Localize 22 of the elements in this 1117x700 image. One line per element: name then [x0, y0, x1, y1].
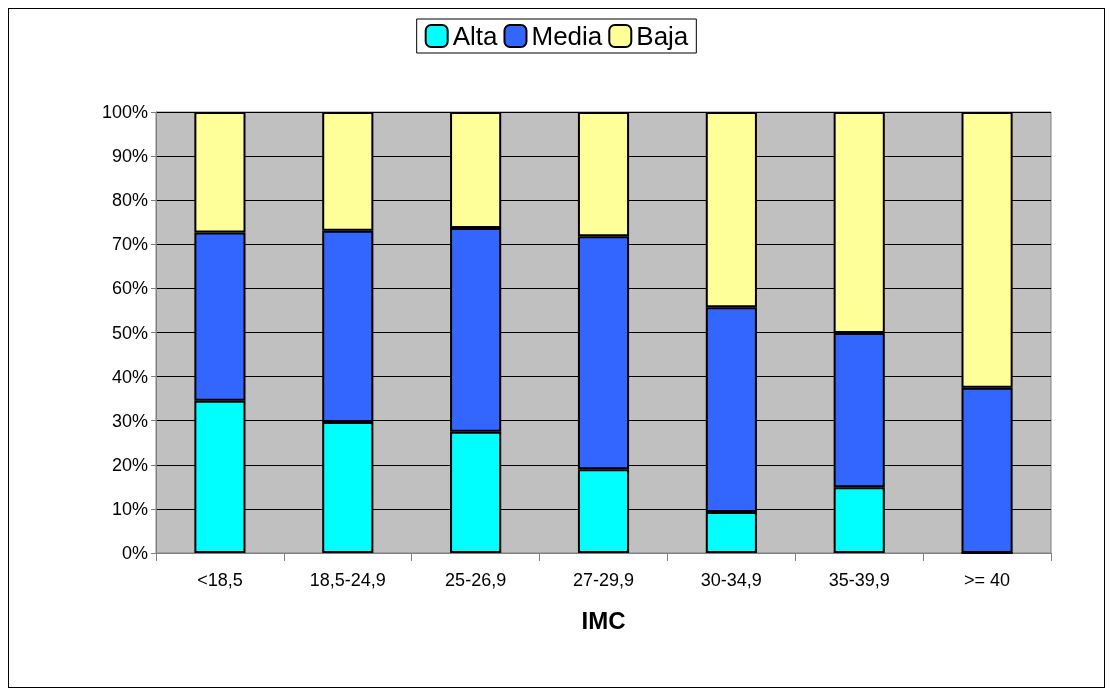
y-tick-label: 20% — [111, 454, 148, 475]
x-tick-label: >= 40 — [964, 570, 1011, 590]
y-tick-label: 40% — [111, 366, 148, 387]
x-tick-label: <18,5 — [197, 570, 243, 590]
x-tick-label: 18,5-24,9 — [309, 570, 386, 590]
y-tick-label: 0% — [121, 543, 148, 563]
x-tick-label: 27-29,9 — [572, 570, 635, 590]
y-tick-label: 30% — [111, 410, 148, 431]
x-axis-title: IMC — [581, 606, 626, 634]
y-tick-label: 60% — [111, 278, 148, 299]
y-tick-label: 80% — [111, 190, 148, 211]
x-tick-label: 30-34,9 — [700, 570, 762, 590]
x-tick-label: 35-39,9 — [828, 570, 890, 590]
y-tick-label: 50% — [111, 322, 148, 343]
legend-label: Alta — [452, 21, 499, 51]
y-tick-label: 70% — [111, 234, 148, 255]
y-tick-label: 90% — [111, 146, 148, 167]
y-tick-label: 10% — [111, 498, 148, 519]
y-tick-label: 100% — [101, 102, 148, 122]
x-tick-label: 25-26,9 — [445, 570, 507, 590]
legend-label: Media — [531, 21, 603, 51]
legend-label: Baja — [636, 21, 689, 51]
